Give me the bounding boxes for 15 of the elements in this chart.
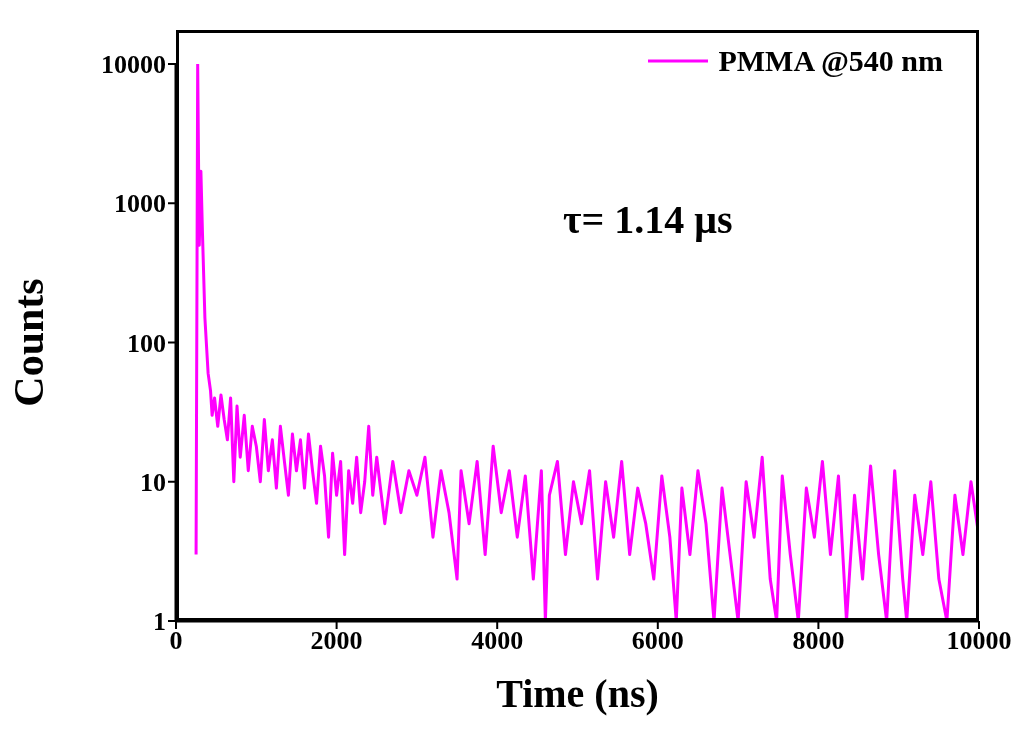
x-tick-label: 8000 bbox=[792, 626, 845, 656]
x-tick-label: 2000 bbox=[310, 626, 363, 656]
x-tick-label: 4000 bbox=[471, 626, 524, 656]
x-axis-title: Time (ns) bbox=[496, 671, 659, 716]
y-axis-title: Counts bbox=[5, 278, 52, 407]
x-tick-label: 6000 bbox=[631, 626, 684, 656]
y-tick-label: 10000 bbox=[101, 50, 166, 80]
annotation: τ= 1.14 μs bbox=[563, 196, 733, 243]
x-tick-label: 10000 bbox=[946, 626, 1012, 656]
y-tick-label: 10 bbox=[140, 467, 166, 497]
y-tick-label: 1000 bbox=[114, 189, 166, 219]
x-tick-label: 0 bbox=[169, 626, 183, 656]
legend-label: PMMA @540 nm bbox=[718, 44, 943, 78]
y-tick-label: 100 bbox=[127, 328, 166, 358]
y-tick-label: 1 bbox=[153, 607, 166, 637]
